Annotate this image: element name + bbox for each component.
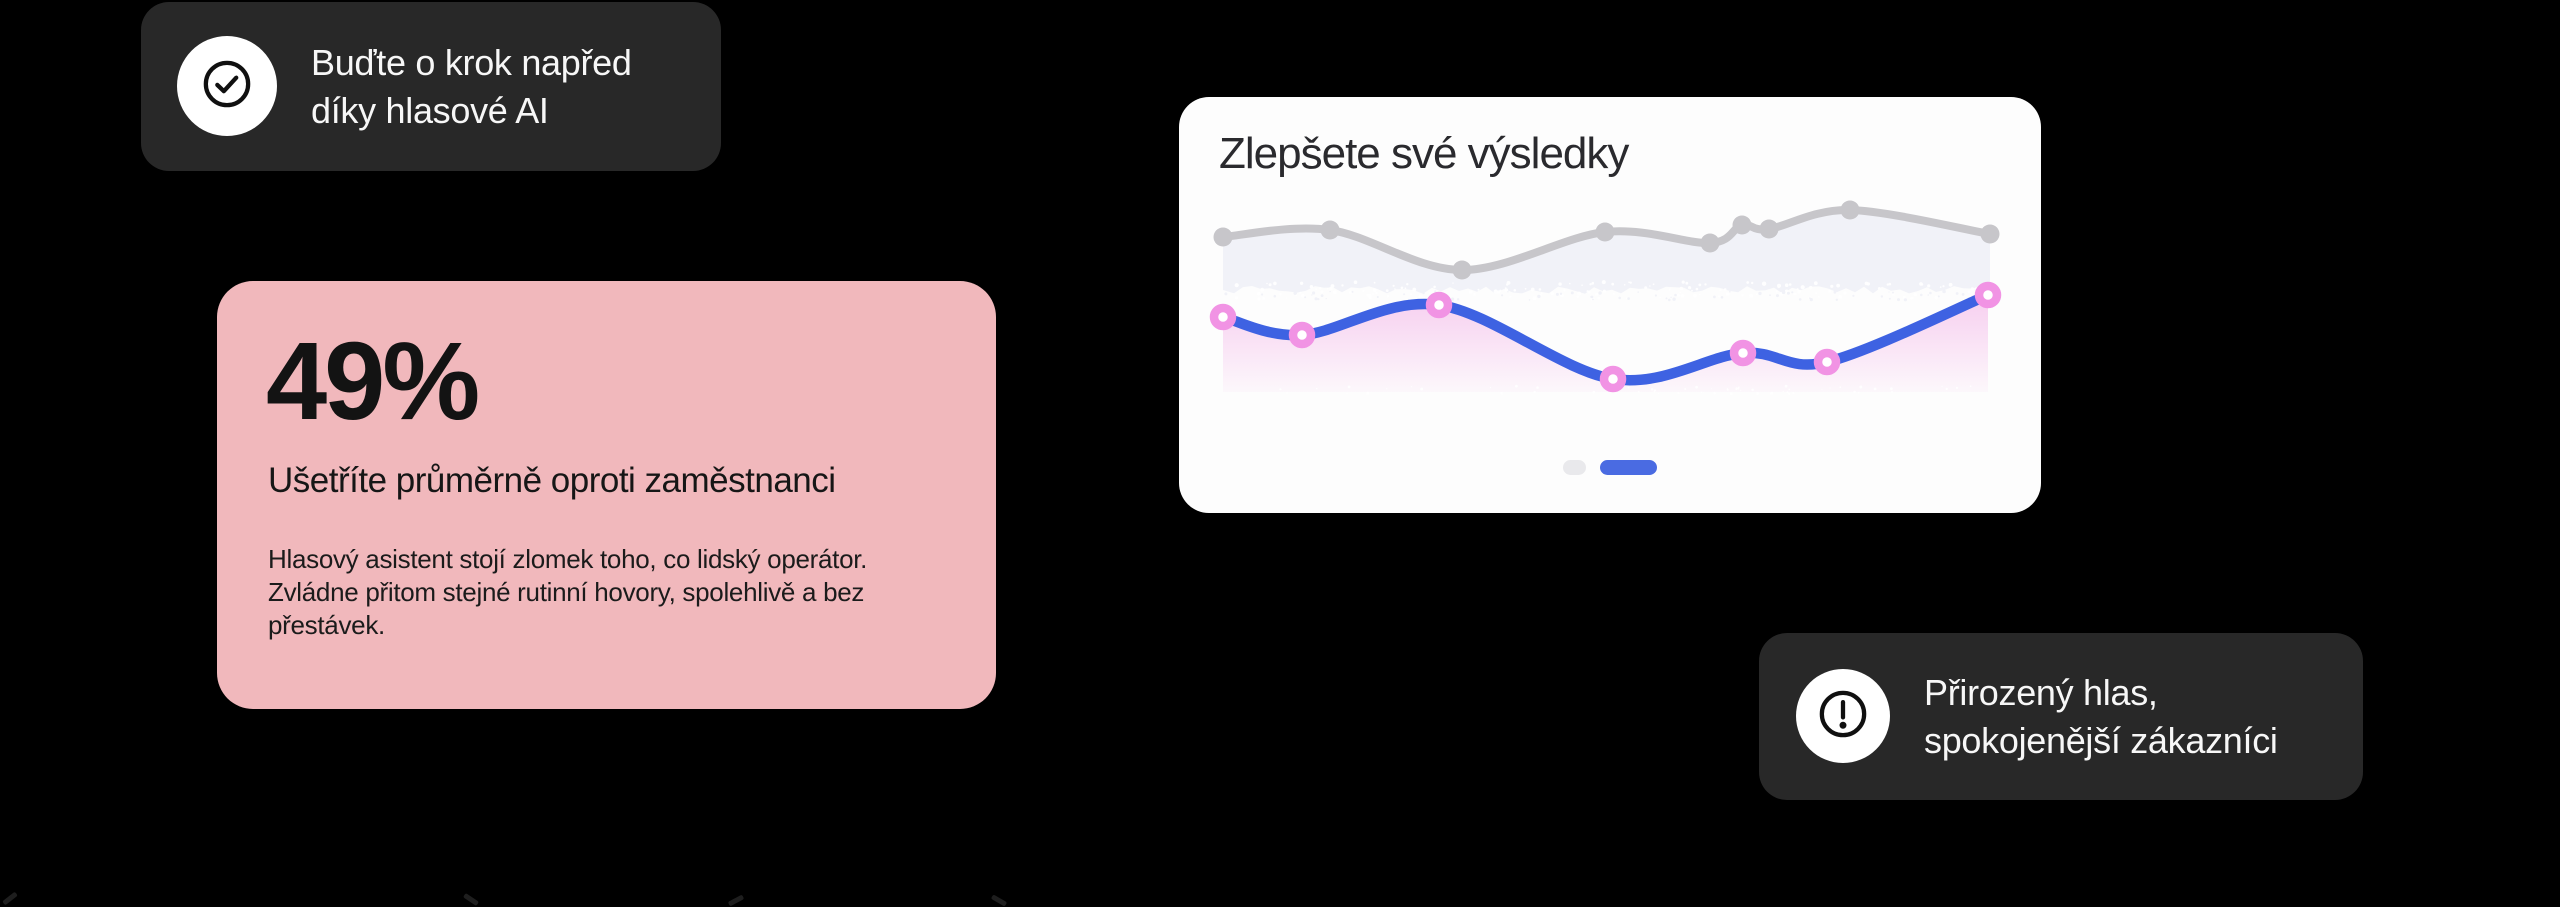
blue-series-ring-marker	[1425, 291, 1453, 319]
blue-series-ring-marker	[1813, 348, 1841, 376]
blue-series-ring-marker	[1209, 303, 1237, 331]
blue-series-ring-marker	[1729, 339, 1757, 367]
cutoff-text-fragment	[462, 892, 480, 907]
results-line-chart	[1209, 200, 2002, 396]
gray-series-marker	[1980, 224, 2000, 244]
badge-icon-circle	[1796, 669, 1890, 763]
stat-card: 49% Ušetříte průměrně oproti zaměstnanci…	[217, 281, 996, 709]
stat-subtitle: Ušetříte průměrně oproti zaměstnanci	[268, 461, 836, 500]
gray-series-marker	[1700, 233, 1720, 253]
feature-badge-bottom: Přirozený hlas, spokojenější zákazníci	[1759, 633, 2363, 800]
feature-badge-bottom-label: Přirozený hlas, spokojenější zákazníci	[1924, 671, 2278, 761]
carousel-dot-2-active[interactable]	[1600, 460, 1657, 475]
carousel-dot-1[interactable]	[1563, 460, 1586, 475]
gray-series-line	[1219, 205, 1994, 275]
feature-badge-top-label: Buďte o krok napřed díky hlasové AI	[311, 41, 632, 131]
cutoff-text-fragment	[2, 891, 18, 906]
cutoff-text-fragment	[990, 894, 1008, 907]
feature-badge-top: Buďte o krok napřed díky hlasové AI	[141, 2, 721, 171]
gray-series-marker	[1213, 227, 1233, 247]
gray-series-marker	[1840, 200, 1860, 220]
gray-series-area	[1223, 209, 1990, 294]
blue-series-ring-marker	[1599, 365, 1627, 393]
check-circle-icon	[200, 57, 254, 116]
stat-body-text: Hlasový asistent stojí zlomek toho, co l…	[268, 544, 868, 640]
gray-series-marker	[1595, 222, 1615, 242]
alert-circle-icon	[1816, 687, 1870, 746]
rough-edge-speckles	[1224, 280, 1989, 396]
results-card: Zlepšete své výsledky	[1179, 97, 2041, 513]
gray-series-marker	[1732, 215, 1752, 235]
gray-series-marker	[1452, 260, 1472, 280]
stat-value: 49%	[266, 320, 480, 443]
badge-icon-circle	[177, 36, 277, 136]
cutoff-text-fragment	[727, 894, 745, 907]
gray-series-marker	[1759, 219, 1779, 239]
blue-series-ring-marker	[1974, 281, 2002, 309]
blue-series-ring-marker	[1288, 321, 1316, 349]
gray-series-marker	[1320, 220, 1340, 240]
carousel-pagination	[1179, 460, 2041, 475]
results-card-title: Zlepšete své výsledky	[1219, 129, 1629, 178]
